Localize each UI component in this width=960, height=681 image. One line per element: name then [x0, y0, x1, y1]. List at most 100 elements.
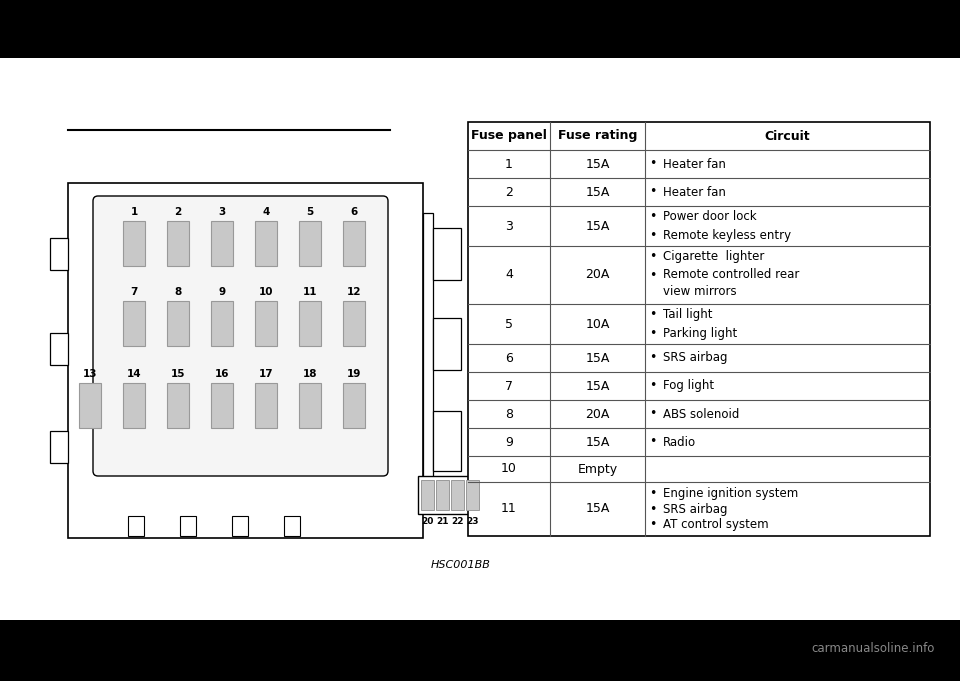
Text: SRS airbag: SRS airbag [663, 351, 728, 364]
Text: 14: 14 [127, 369, 141, 379]
Text: 11: 11 [302, 287, 317, 297]
Text: •: • [649, 487, 657, 500]
Text: Engine ignition system: Engine ignition system [663, 487, 799, 500]
Bar [211, 221, 233, 266]
Bar [255, 383, 277, 428]
Text: Radio: Radio [663, 436, 696, 449]
Text: 2: 2 [175, 207, 181, 217]
Bar [167, 301, 189, 346]
Bar [299, 221, 321, 266]
Text: 15A: 15A [586, 351, 610, 364]
Text: 16: 16 [215, 369, 229, 379]
Text: 10: 10 [501, 462, 516, 475]
Text: Fuse panel: Fuse panel [471, 129, 547, 142]
Bar [0, 0, 960, 58]
Text: 4: 4 [505, 268, 513, 281]
Text: Empty: Empty [577, 462, 617, 475]
Text: 4: 4 [262, 207, 270, 217]
Text: 23: 23 [467, 518, 479, 526]
Text: 3: 3 [218, 207, 226, 217]
Text: 10: 10 [259, 287, 274, 297]
Text: 8: 8 [505, 407, 513, 420]
Text: •: • [649, 503, 657, 516]
Bar [232, 516, 248, 536]
Bar [343, 301, 365, 346]
Bar [167, 383, 189, 428]
Text: •: • [649, 407, 657, 420]
Text: 9: 9 [219, 287, 226, 297]
Bar [418, 476, 483, 514]
Text: 3: 3 [505, 219, 513, 232]
Text: •: • [649, 327, 657, 340]
Bar [468, 122, 930, 536]
Text: 10A: 10A [586, 317, 610, 330]
Text: Heater fan: Heater fan [663, 157, 726, 170]
Bar [433, 228, 461, 280]
Bar [299, 383, 321, 428]
Bar [299, 301, 321, 346]
Text: 6: 6 [505, 351, 513, 364]
Bar [423, 213, 433, 508]
Text: 15A: 15A [586, 436, 610, 449]
Bar [436, 480, 449, 510]
Bar [255, 301, 277, 346]
Bar [128, 516, 144, 536]
Text: •: • [649, 379, 657, 392]
Bar [466, 480, 479, 510]
Bar [284, 516, 300, 536]
Text: 8: 8 [175, 287, 181, 297]
Text: Fuse rating: Fuse rating [558, 129, 637, 142]
Bar [167, 221, 189, 266]
Text: 15A: 15A [586, 219, 610, 232]
Text: 18: 18 [302, 369, 317, 379]
Text: Fog light: Fog light [663, 379, 714, 392]
Text: 15A: 15A [586, 185, 610, 198]
Text: Cigarette  lighter: Cigarette lighter [663, 251, 764, 264]
Text: •: • [649, 351, 657, 364]
Bar [50, 333, 68, 365]
Text: ABS solenoid: ABS solenoid [663, 407, 739, 420]
Text: 15A: 15A [586, 503, 610, 516]
Text: •: • [649, 436, 657, 449]
Text: Power door lock: Power door lock [663, 210, 756, 223]
Bar [421, 480, 434, 510]
Text: 20: 20 [421, 518, 434, 526]
Bar [123, 383, 145, 428]
Text: 15A: 15A [586, 157, 610, 170]
Text: •: • [649, 185, 657, 198]
Text: Tail light: Tail light [663, 308, 712, 321]
Text: 7: 7 [131, 287, 137, 297]
Text: Parking light: Parking light [663, 327, 737, 340]
Bar [343, 221, 365, 266]
Bar [255, 221, 277, 266]
Bar [343, 383, 365, 428]
Text: 19: 19 [347, 369, 361, 379]
Bar [433, 318, 461, 370]
Bar [50, 238, 68, 270]
Text: AT control system: AT control system [663, 518, 769, 531]
Bar [79, 383, 101, 428]
Bar [0, 620, 960, 681]
Text: •: • [649, 251, 657, 264]
Bar [123, 221, 145, 266]
FancyBboxPatch shape [93, 196, 388, 476]
Text: 2: 2 [505, 185, 513, 198]
Bar [433, 411, 461, 471]
Text: •: • [649, 157, 657, 170]
Text: 21: 21 [436, 518, 448, 526]
Bar [211, 383, 233, 428]
Text: 11: 11 [501, 503, 516, 516]
Bar [451, 480, 464, 510]
Text: 17: 17 [258, 369, 274, 379]
Text: 20A: 20A [586, 407, 610, 420]
Text: •: • [649, 268, 657, 281]
Text: 6: 6 [350, 207, 358, 217]
Text: Circuit: Circuit [765, 129, 810, 142]
Text: •: • [649, 229, 657, 242]
Bar [211, 301, 233, 346]
Text: SRS airbag: SRS airbag [663, 503, 728, 516]
Text: 5: 5 [306, 207, 314, 217]
Text: 9: 9 [505, 436, 513, 449]
Text: 13: 13 [83, 369, 97, 379]
Text: Remote controlled rear: Remote controlled rear [663, 268, 800, 281]
